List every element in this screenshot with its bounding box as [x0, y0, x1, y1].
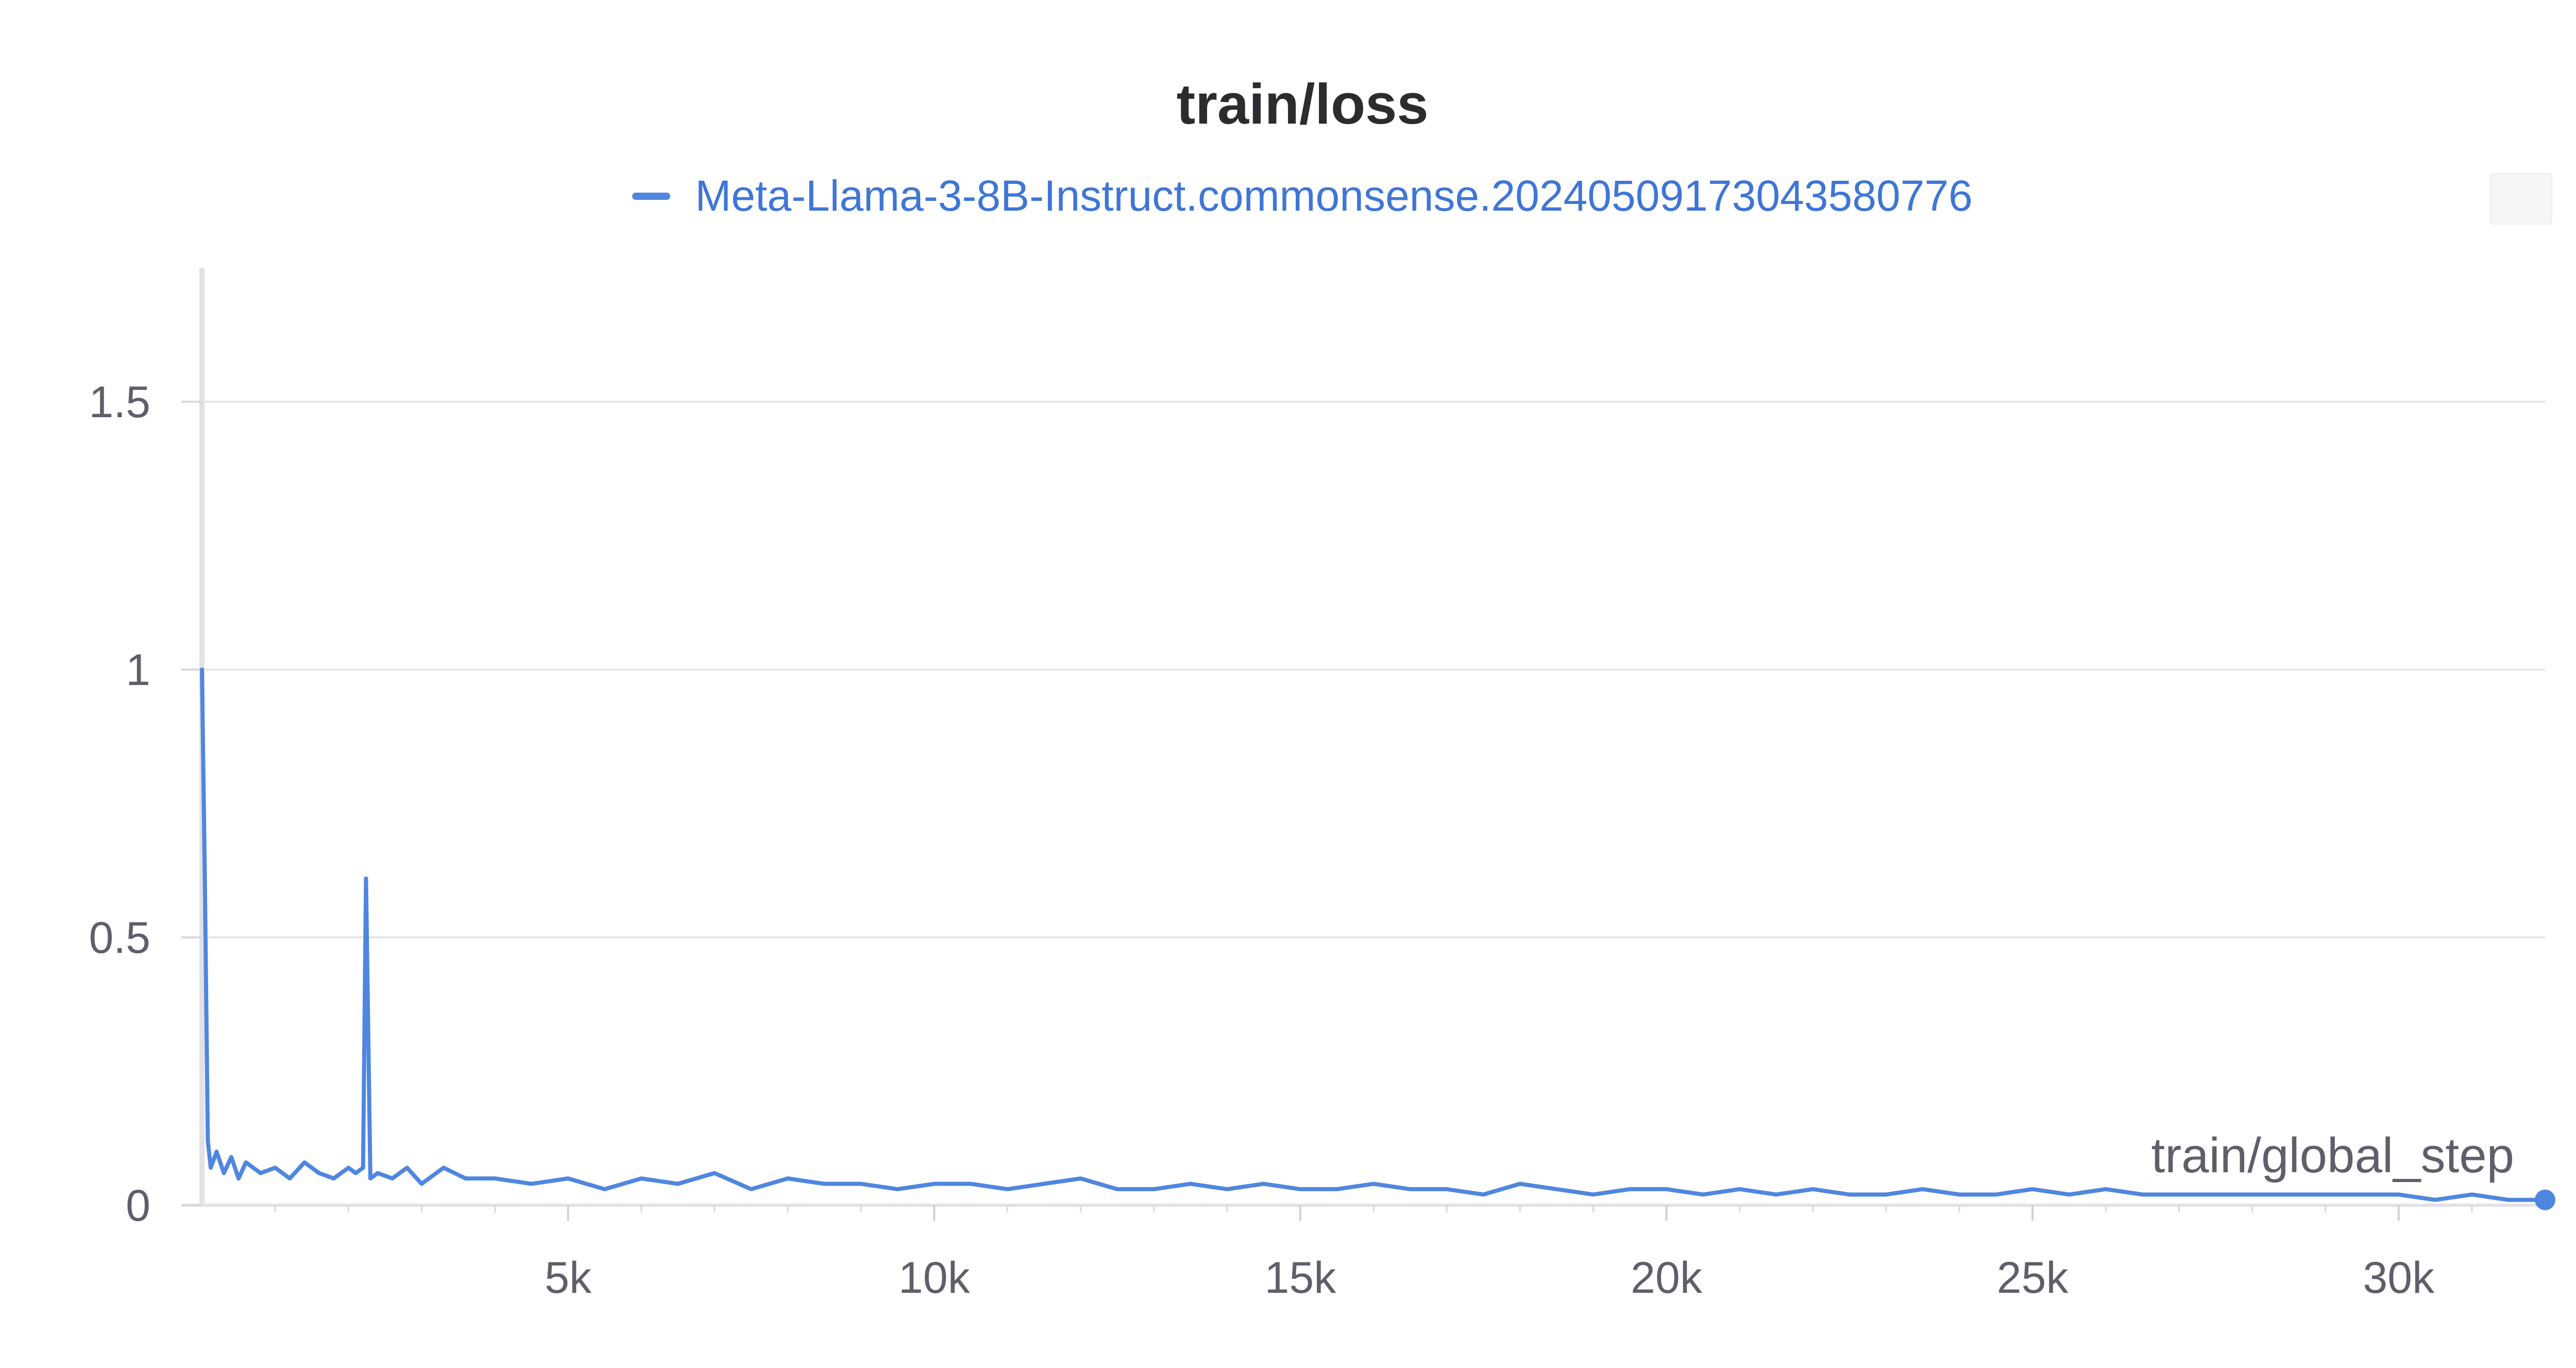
legend[interactable]: Meta-Llama-3-8B-Instruct.commonsense.202…: [0, 174, 2576, 217]
x-tick-label-2: 15k: [1265, 1253, 1337, 1303]
x-axis-ticks: 5k 10k 15k 20k 25k 30k: [274, 1205, 2473, 1303]
axes: [181, 268, 2545, 1207]
x-tick-label-3: 20k: [1631, 1253, 1703, 1303]
x-tick-label-1: 10k: [899, 1253, 971, 1303]
panel-control-box[interactable]: [2489, 173, 2552, 225]
x-axis-label: train/global_step: [2151, 1128, 2514, 1183]
y-tick-label-3: 1.5: [89, 378, 150, 427]
series-line-0: [200, 668, 2547, 1202]
series-layer: [200, 668, 2555, 1210]
y-tick-label-2: 1: [126, 645, 150, 695]
y-tick-label-0: 0: [126, 1181, 150, 1230]
legend-label: Meta-Llama-3-8B-Instruct.commonsense.202…: [695, 172, 1973, 220]
y-tick-label-1: 0.5: [89, 913, 150, 963]
series-end-point-0: [2535, 1189, 2555, 1210]
legend-swatch: [632, 192, 671, 200]
grid-lines: [202, 401, 2545, 938]
x-tick-label-5: 30k: [2363, 1253, 2435, 1303]
x-tick-label-4: 25k: [1997, 1253, 2069, 1303]
chart-title: train/loss: [1176, 73, 1429, 136]
y-axis-ticks: 0 0.5 1 1.5: [89, 378, 202, 1230]
x-tick-label-0: 5k: [545, 1253, 592, 1303]
